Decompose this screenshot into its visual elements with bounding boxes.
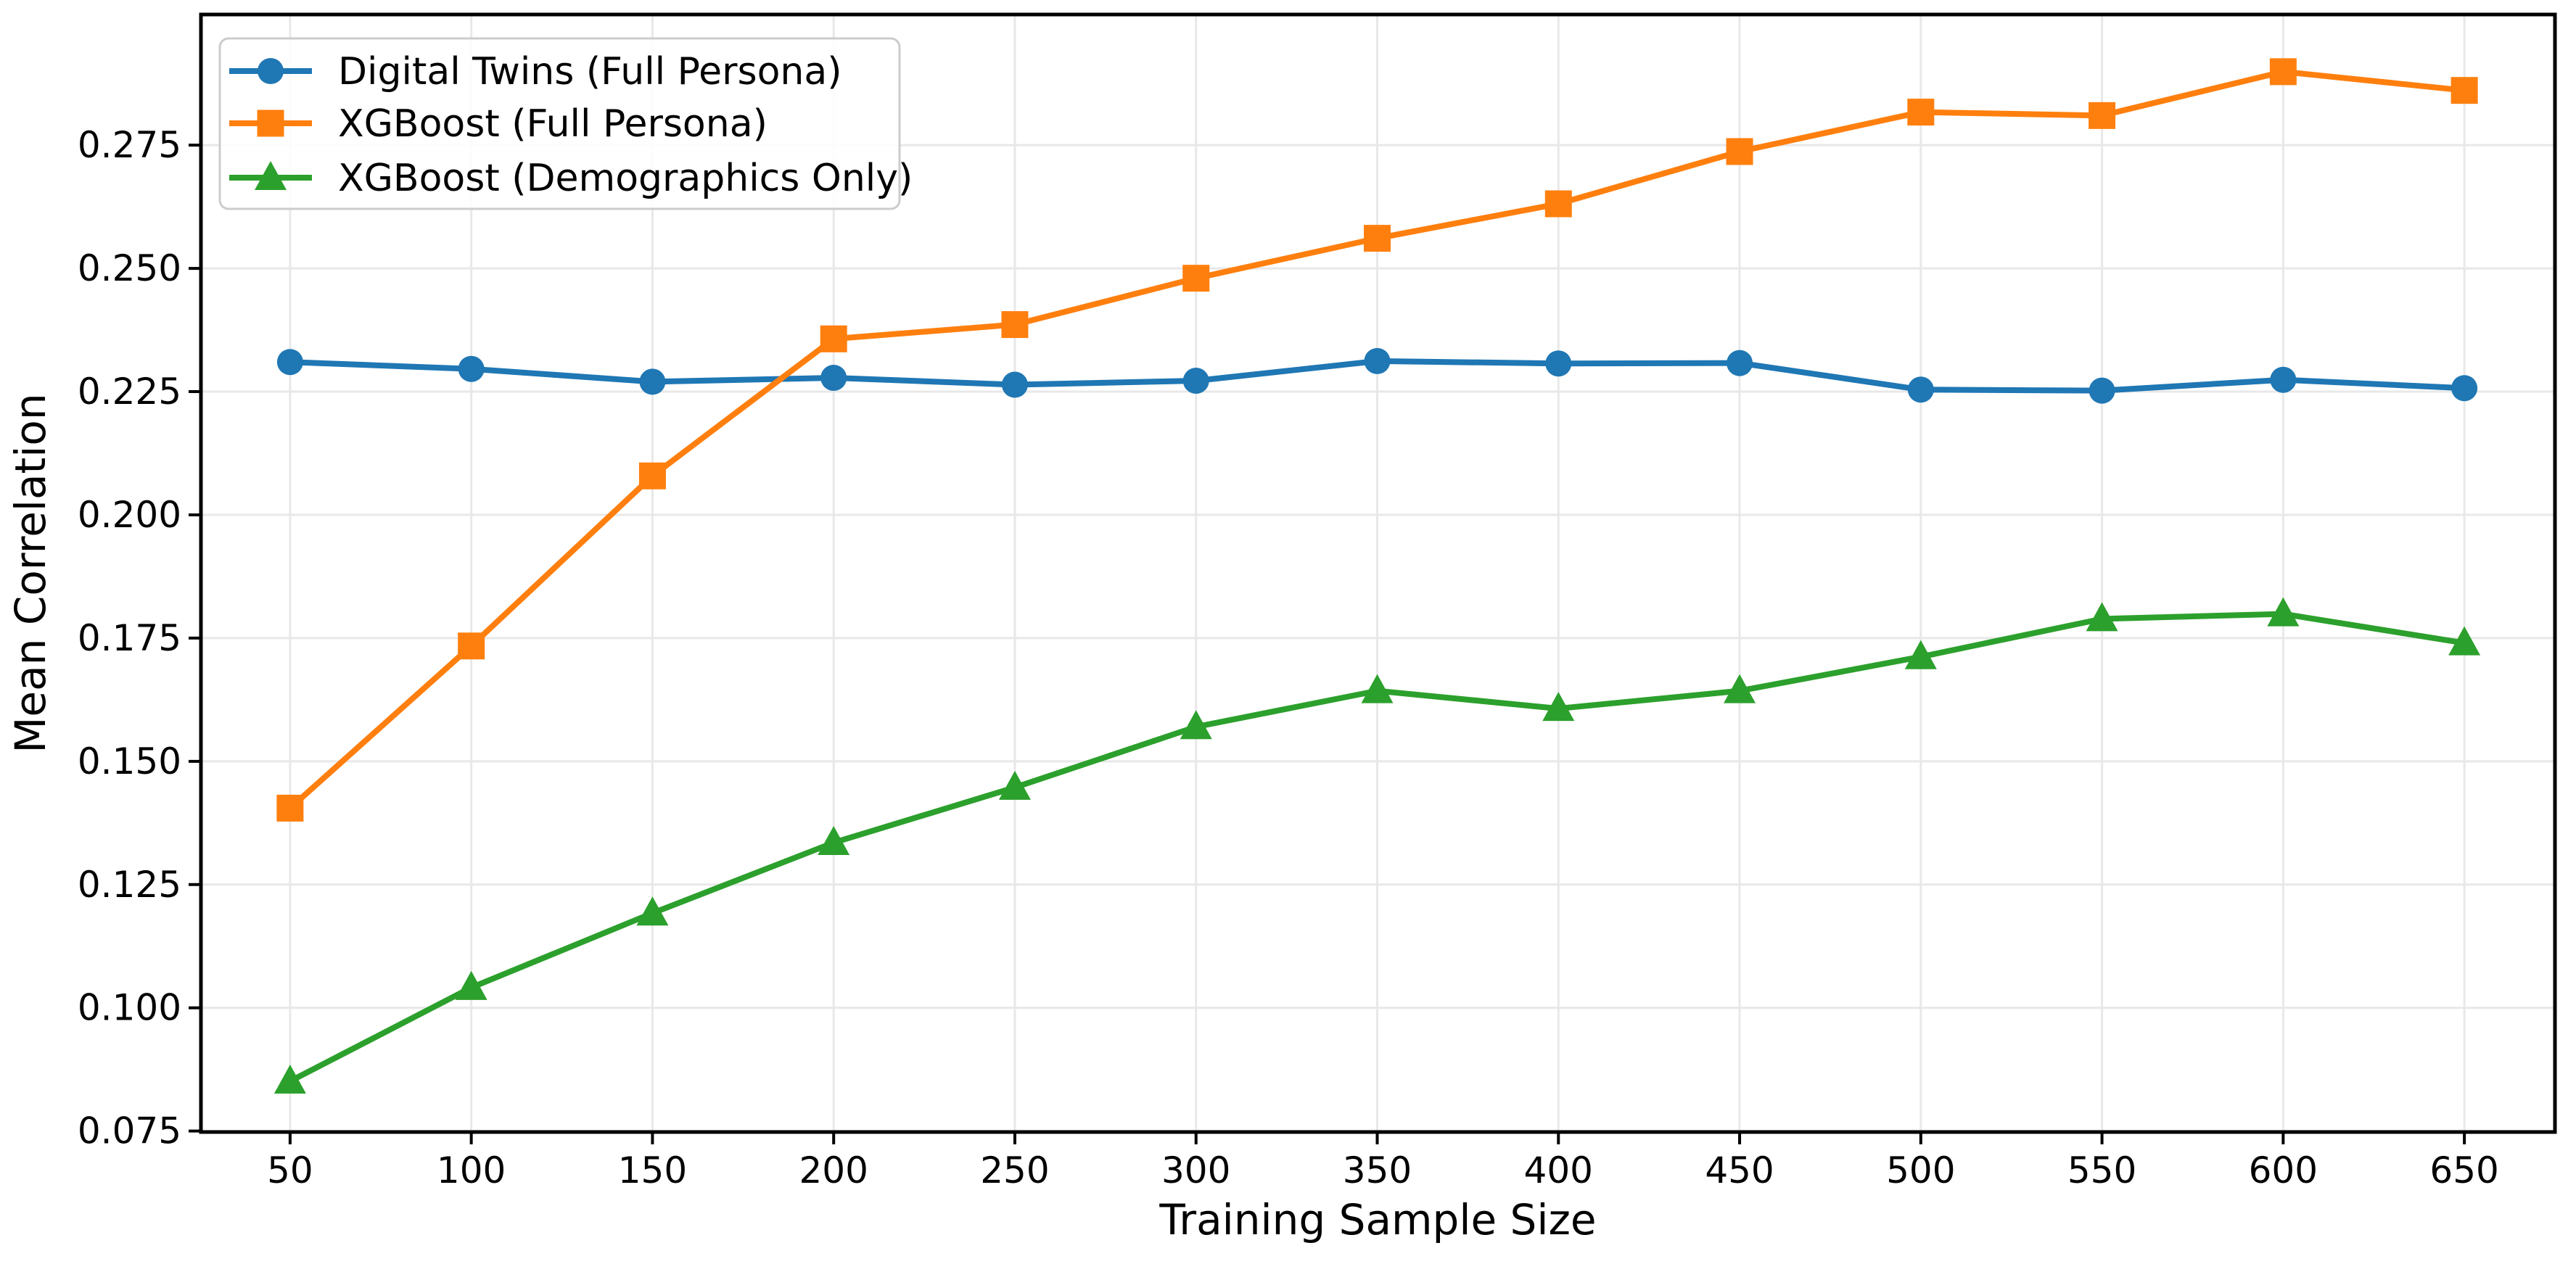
y-tick-label: 0.175 — [78, 617, 181, 659]
axis-ticks — [189, 144, 2466, 1144]
data-point-marker — [1001, 371, 1028, 398]
legend-item-label: XGBoost (Demographics Only) — [338, 157, 913, 200]
legend-item-label: XGBoost (Full Persona) — [338, 102, 768, 146]
legend-item: XGBoost (Demographics Only) — [229, 157, 913, 200]
data-point-marker — [638, 462, 666, 490]
data-point-marker — [276, 794, 304, 822]
data-point-marker — [1907, 99, 1935, 126]
x-tick-label: 350 — [1343, 1149, 1412, 1191]
data-point-marker — [636, 896, 669, 926]
data-point-marker — [1545, 350, 1572, 377]
data-point-marker — [1361, 674, 1394, 703]
data-point-marker — [2086, 602, 2118, 632]
data-point-marker — [455, 970, 487, 1000]
data-point-marker — [1542, 692, 1575, 722]
data-point-marker — [1907, 376, 1934, 403]
x-tick-label: 450 — [1705, 1149, 1774, 1191]
data-point-marker — [2448, 626, 2481, 656]
series-layer — [273, 58, 2481, 1094]
y-axis-label: Mean Correlation — [6, 393, 55, 753]
data-point-marker — [2089, 102, 2116, 129]
x-tick-label: 250 — [980, 1149, 1049, 1191]
legend-item-label: Digital Twins (Full Persona) — [338, 50, 842, 94]
data-point-marker — [258, 58, 284, 84]
data-point-marker — [1727, 350, 1753, 376]
legend-item: XGBoost (Full Persona) — [229, 102, 768, 146]
data-point-marker — [1726, 138, 1753, 165]
y-tick-label: 0.200 — [78, 494, 181, 536]
x-tick-label: 100 — [437, 1149, 506, 1191]
x-tick-label: 50 — [267, 1149, 313, 1191]
x-tick-label: 150 — [618, 1149, 687, 1191]
y-tick-label: 0.150 — [78, 740, 181, 782]
data-point-marker — [257, 110, 284, 137]
legend: Digital Twins (Full Persona) XGBoost (Ful… — [218, 37, 913, 210]
data-point-marker — [2269, 58, 2297, 86]
data-point-marker — [273, 1064, 306, 1094]
data-point-marker — [1724, 674, 1756, 703]
data-point-marker — [2451, 375, 2478, 402]
data-point-marker — [458, 632, 485, 660]
x-tick-label: 550 — [2067, 1149, 2136, 1191]
data-point-marker — [1544, 190, 1572, 218]
data-point-marker — [1182, 368, 1209, 395]
y-tick-label: 0.225 — [78, 371, 181, 413]
data-point-marker — [458, 355, 485, 382]
x-tick-label: 200 — [799, 1149, 868, 1191]
axis-tick-labels: 50 100 150 200 250 300 350 400 450 500 550 600 650 0.… — [78, 124, 2499, 1191]
data-point-marker — [1182, 265, 1210, 292]
series-circle — [276, 347, 2478, 404]
data-point-marker — [2270, 366, 2297, 393]
data-point-marker — [2451, 77, 2478, 104]
y-tick-label: 0.075 — [78, 1110, 181, 1152]
data-point-marker — [255, 161, 287, 190]
y-tick-label: 0.275 — [78, 124, 181, 166]
y-tick-label: 0.250 — [78, 247, 181, 289]
x-tick-label: 500 — [1886, 1149, 1955, 1191]
data-point-marker — [2267, 597, 2300, 627]
data-point-marker — [1364, 347, 1391, 374]
data-point-marker — [1001, 311, 1029, 339]
y-tick-label: 0.100 — [78, 987, 181, 1029]
legend-item: Digital Twins (Full Persona) — [229, 50, 842, 94]
data-point-marker — [998, 770, 1031, 800]
series-triangle — [273, 597, 2481, 1094]
legend-box — [218, 37, 901, 210]
data-point-marker — [2089, 377, 2115, 404]
series-square — [276, 58, 2478, 822]
x-axis-label: Training Sample Size — [1159, 1195, 1596, 1244]
y-tick-label: 0.125 — [78, 864, 181, 906]
x-tick-label: 650 — [2429, 1149, 2498, 1191]
data-point-marker — [820, 364, 847, 391]
data-point-marker — [639, 368, 666, 395]
x-tick-label: 600 — [2249, 1149, 2318, 1191]
data-point-marker — [1904, 640, 1937, 669]
data-point-marker — [820, 325, 847, 352]
x-tick-label: 400 — [1524, 1149, 1593, 1191]
data-point-marker — [276, 349, 303, 376]
x-tick-label: 300 — [1161, 1149, 1230, 1191]
data-point-marker — [1180, 710, 1212, 740]
data-point-marker — [818, 825, 850, 855]
data-point-marker — [1364, 225, 1391, 252]
